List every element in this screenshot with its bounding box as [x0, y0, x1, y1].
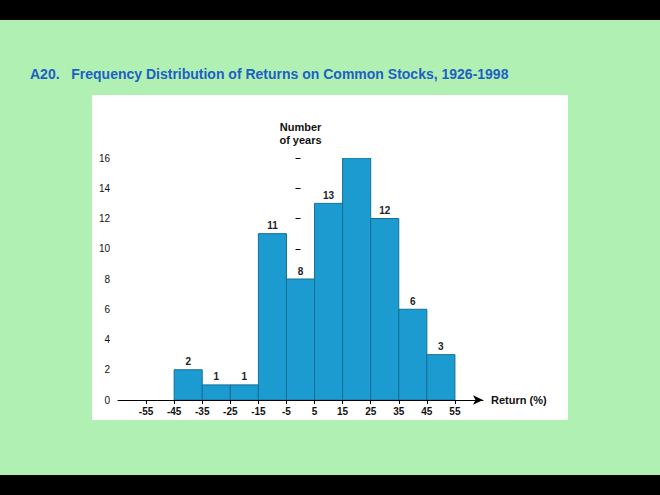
svg-text:5: 5	[312, 406, 318, 417]
svg-text:11: 11	[267, 220, 278, 231]
svg-text:3: 3	[438, 341, 444, 352]
svg-text:1: 1	[242, 371, 248, 382]
svg-text:1: 1	[213, 371, 219, 382]
svg-text:-5: -5	[282, 406, 291, 417]
svg-text:55: 55	[449, 406, 461, 417]
svg-text:4: 4	[104, 334, 110, 345]
svg-text:13: 13	[323, 190, 335, 201]
svg-text:12: 12	[99, 213, 111, 224]
svg-text:-35: -35	[195, 406, 210, 417]
html-text:A20. Frequency Distribution of: A20. Frequency Distribution of Returns o…	[30, 66, 509, 82]
svg-text:Return (%): Return (%)	[491, 394, 547, 406]
svg-text:25: 25	[365, 406, 377, 417]
svg-text:35: 35	[393, 406, 405, 417]
svg-text:2: 2	[185, 356, 191, 367]
svg-text:12: 12	[379, 205, 391, 216]
svg-text:10: 10	[99, 243, 111, 254]
svg-text:-45: -45	[167, 406, 182, 417]
svg-text:15: 15	[337, 406, 349, 417]
svg-text:-15: -15	[251, 406, 266, 417]
svg-text:14: 14	[99, 183, 111, 194]
svg-text:-55: -55	[139, 406, 154, 417]
svg-text:6: 6	[410, 296, 416, 307]
svg-text:16: 16	[99, 153, 111, 164]
svg-text:8: 8	[298, 266, 304, 277]
svg-text:6: 6	[104, 304, 110, 315]
svg-text:45: 45	[421, 406, 433, 417]
svg-text:8: 8	[104, 274, 110, 285]
svg-text:0: 0	[104, 395, 110, 406]
svg-text:Number: Number	[280, 121, 322, 133]
svg-text:16: 16	[351, 145, 363, 156]
svg-text:2: 2	[104, 364, 110, 375]
svg-text:-25: -25	[223, 406, 238, 417]
svg-text:of years: of years	[279, 134, 321, 146]
